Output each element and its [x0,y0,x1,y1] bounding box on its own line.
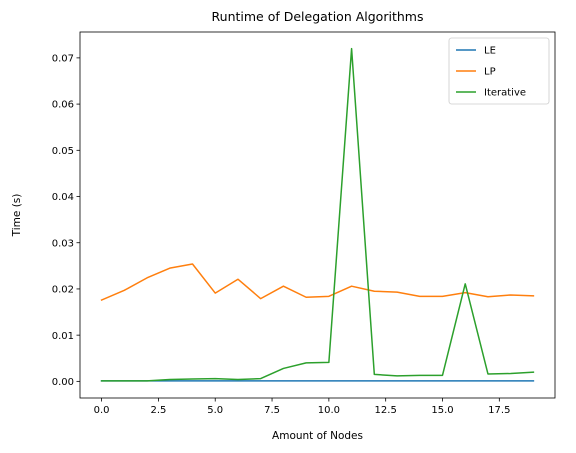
y-tick-label: 0.02 [52,285,74,296]
chart-title: Runtime of Delegation Algorithms [212,9,424,24]
x-axis-label: Amount of Nodes [272,430,363,442]
series-line-1 [100,263,535,302]
x-tick-label: 15.0 [431,405,453,416]
x-tick-label: 10.0 [318,405,340,416]
legend-label-1: LP [484,67,496,78]
y-tick-label: 0.03 [52,238,74,249]
x-tick-label: 12.5 [375,405,397,416]
legend-box [448,37,550,105]
x-tick-label: 0.0 [94,405,110,416]
x-tick-label: 5.0 [207,405,223,416]
x-tick-label: 7.5 [264,405,280,416]
legend-label-0: LE [484,46,496,57]
y-axis-label: Time (s) [11,194,23,238]
y-tick-label: 0.05 [52,146,74,157]
y-tick-label: 0.04 [52,192,74,203]
x-tick-label: 17.5 [488,405,510,416]
y-tick-label: 0.07 [52,53,74,64]
x-tick-label: 2.5 [150,405,166,416]
plot-area: 0.0 2.5 5.0 7.5 10.0 12.5 15.0 17.5 0.00 0.01 0.02… [52,31,556,416]
series-line-2 [100,47,535,382]
y-tick-label: 0.00 [52,377,74,388]
axes-frame [79,31,556,399]
legend-label-2: Iterative [484,88,526,99]
legend: LE LP Iterative [448,37,550,105]
y-tick-label: 0.01 [52,331,74,342]
y-tick-label: 0.06 [52,100,74,111]
